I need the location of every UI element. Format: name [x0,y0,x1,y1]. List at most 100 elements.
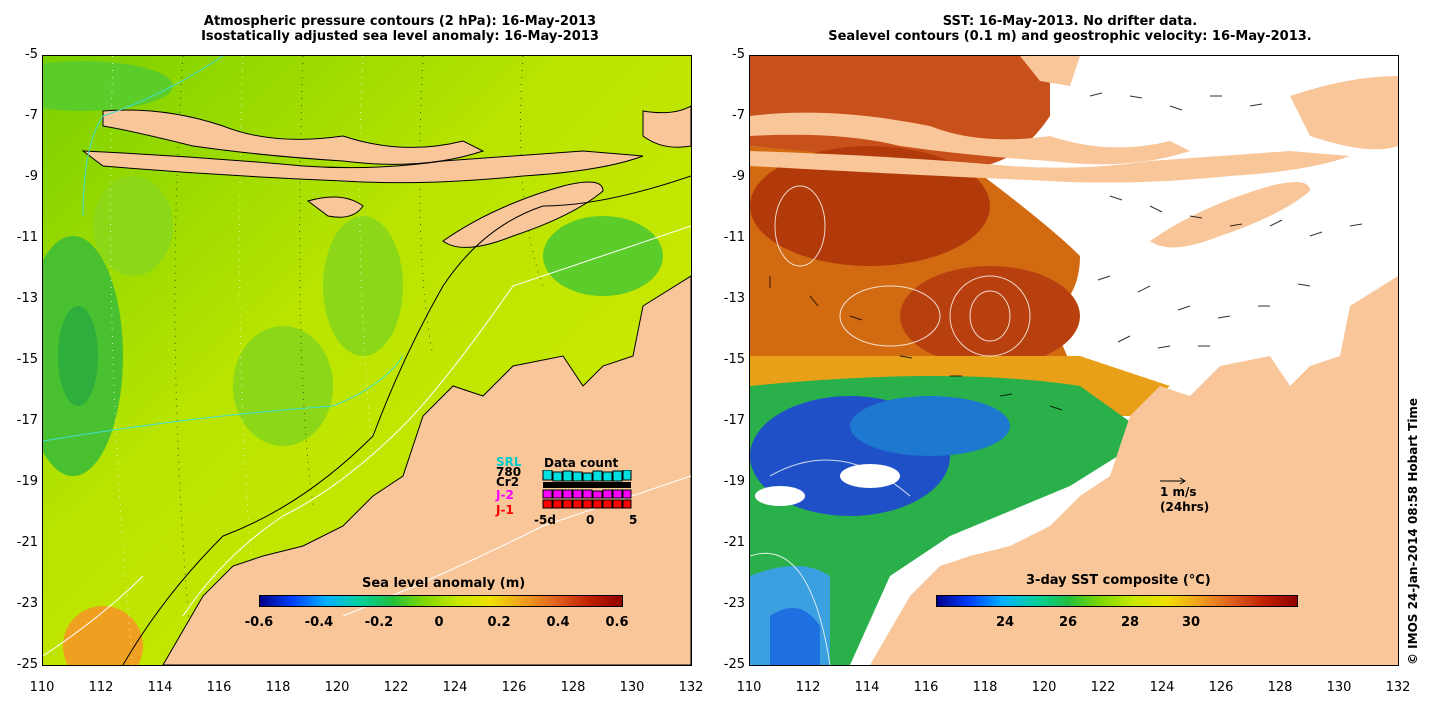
left-title-line2: Isostatically adjusted sea level anomaly… [201,29,599,44]
longitude-tick: 132 [678,680,704,695]
sla-low-patch [323,216,403,356]
sla-tick: 0.4 [546,615,570,630]
cloud-gap [840,464,900,488]
sst-tick: 24 [995,615,1015,630]
legend-srl: SRL [496,455,522,469]
latitude-tick: -9 [732,169,745,184]
sst-tick: 26 [1058,615,1078,630]
latitude-tick: -21 [723,535,745,550]
velocity-scale-sub: (24hrs) [1160,500,1210,514]
data-count-chart [542,470,632,509]
latitude-tick: -21 [16,535,38,550]
sla-tick: 0.6 [605,615,629,630]
latitude-tick: -25 [16,657,38,672]
longitude-tick: 124 [1149,680,1175,695]
longitude-tick: 130 [619,680,645,695]
right-title-line1: SST: 16-May-2013. No drifter data. [942,14,1198,29]
longitude-tick: 122 [383,680,409,695]
longitude-tick: 120 [324,680,350,695]
latitude-tick: -7 [25,108,38,123]
latitude-tick: -9 [25,169,38,184]
right-title: SST: 16-May-2013. No drifter data. Seale… [800,14,1340,44]
sla-tick: -0.4 [304,615,334,630]
sla-low-patch [233,326,333,446]
australia-landmass [870,276,1398,665]
latitude-tick: -11 [16,230,38,245]
longitude-tick: 116 [913,680,939,695]
sla-tick: -0.2 [364,615,394,630]
sst-cold-patch [850,396,1010,456]
copyright-text: © IMOS 24-Jan-2014 08:58 Hobart Time [1406,397,1420,665]
latitude-tick: -5 [25,47,38,62]
sea-level-anomaly-map [42,55,692,666]
longitude-tick: 112 [88,680,114,695]
legend-j2: J-2 [496,488,514,502]
longitude-tick: 120 [1031,680,1057,695]
right-title-line2: Sealevel contours (0.1 m) and geostrophi… [828,29,1312,44]
satellite-legend: SRL 780 Cr2 J-2 J-1 Data count -5d 0 5 [496,455,646,530]
longitude-tick: 130 [1326,680,1352,695]
island-north [1020,56,1080,86]
latitude-tick: -19 [723,474,745,489]
longitude-tick: 118 [972,680,998,695]
latitude-tick: -17 [16,413,38,428]
data-count-title: Data count [544,456,619,470]
sla-tick: 0 [434,615,444,630]
latitude-tick: -17 [723,413,745,428]
java-bali-island [102,109,485,165]
longitude-tick: 124 [442,680,468,695]
sla-low-patch [93,176,173,276]
longitude-tick: 126 [501,680,527,695]
data-count-tick-zero: 0 [586,513,595,527]
legend-cr2: Cr2 [496,475,520,489]
sst-map [749,55,1399,666]
sst-colorbar-title: 3-day SST composite (°C) [1026,573,1211,588]
latitude-tick: -7 [732,108,745,123]
sst-colorbar [936,595,1298,607]
timor-island [442,181,604,248]
data-count-tick-end: 5 [629,513,638,527]
longitude-tick: 110 [736,680,762,695]
latitude-tick: -15 [16,352,38,367]
geostrophic-velocity-arrows [769,92,1363,411]
latitude-tick: -23 [16,596,38,611]
latitude-tick: -19 [16,474,38,489]
latitude-tick: -11 [723,230,745,245]
left-title: Atmospheric pressure contours (2 hPa): 1… [140,14,660,44]
longitude-tick: 112 [795,680,821,695]
longitude-tick: 110 [29,680,55,695]
island-east [642,105,691,148]
longitude-tick: 126 [1208,680,1234,695]
timor-island [1150,182,1310,248]
sst-tick: 30 [1181,615,1201,630]
sla-tick: -0.6 [244,615,274,630]
latitude-tick: -13 [723,291,745,306]
longitude-tick: 122 [1090,680,1116,695]
velocity-scale-arrow [1160,477,1186,485]
data-count-tick-start: -5d [534,513,556,527]
latitude-tick: -23 [723,596,745,611]
lesser-sunda-islands [81,150,644,184]
cloud-gap [755,486,805,506]
latitude-tick: -13 [16,291,38,306]
java-bali-island [750,112,1190,165]
left-title-line1: Atmospheric pressure contours (2 hPa): 1… [203,14,597,29]
longitude-tick: 132 [1385,680,1411,695]
longitude-tick: 114 [147,680,173,695]
sla-colorbar-title: Sea level anomaly (m) [362,576,526,591]
australia-landmass [162,275,691,665]
sst-cold-patch [770,608,820,665]
latitude-tick: -15 [723,352,745,367]
longitude-tick: 114 [854,680,880,695]
longitude-tick: 118 [265,680,291,695]
sst-tick: 28 [1120,615,1140,630]
legend-780: 780 [496,465,522,479]
latitude-tick: -5 [732,47,745,62]
velocity-scale-label: 1 m/s [1160,485,1197,499]
sumba-island [306,196,364,218]
sla-low-patch [43,61,173,111]
longitude-tick: 128 [560,680,586,695]
sla-low-patch [58,306,98,406]
sst-hot-patch [750,146,990,266]
sla-high-patch [63,606,143,665]
